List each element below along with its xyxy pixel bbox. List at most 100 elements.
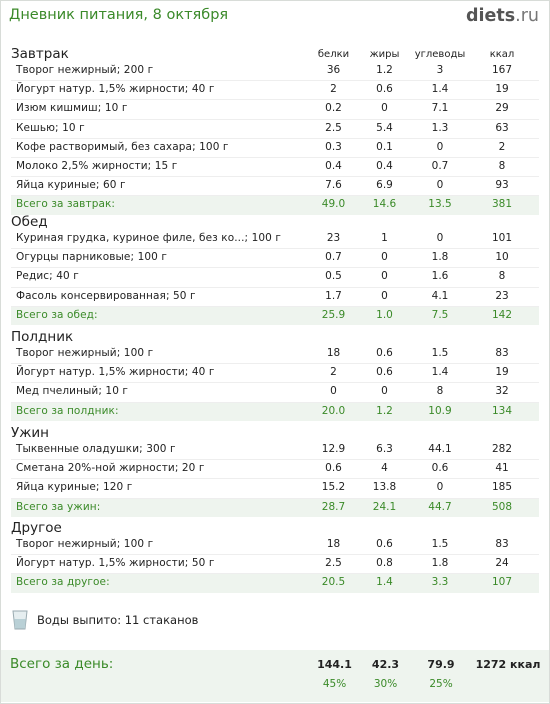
food-row[interactable]: Тыквенные оладушки; 300 г 12.9 6.3 44.1 282 (11, 441, 539, 461)
value-carbs: 1.4 (431, 83, 449, 96)
value-carbs: 0 (436, 481, 444, 494)
food-row[interactable]: Огурцы парниковые; 100 г 0.7 0 1.8 10 (11, 249, 539, 269)
value-carbs: 3 (436, 64, 444, 76)
value-carbs: 7.1 (431, 102, 449, 115)
food-name: Молоко 2,5% жирности; 15 г (16, 159, 178, 172)
value-fat: 6.3 (376, 443, 393, 455)
value-kcal: 83 (495, 347, 509, 359)
food-name: Куриная грудка, куриное филе, без ко...;… (16, 232, 282, 244)
total-label: Всего за другое: (16, 576, 110, 589)
value-kcal: 508 (491, 500, 513, 513)
food-row[interactable]: Творог нежирный; 200 г 36 1.2 3 167 (11, 62, 539, 82)
value-kcal: 2 (498, 140, 506, 153)
food-row[interactable]: Фасоль консервированная; 50 г 1.7 0 4.1 23 (11, 288, 539, 307)
food-row[interactable]: Сметана 20%-ной жирности; 20 г 0.6 4 0.6 41 (11, 460, 539, 480)
food-row[interactable]: Йогурт натур. 1,5% жирности; 50 г 2.5 0.8 1… (11, 555, 539, 575)
food-row[interactable]: Йогурт натур. 1,5% жирности; 40 г 2 0.6 1.4… (11, 364, 539, 384)
food-row[interactable]: Редис; 40 г 0.5 0 1.6 8 (11, 268, 539, 288)
value-kcal: 142 (491, 308, 513, 321)
value-fat: 0 (381, 270, 388, 283)
value-fat: 1.2 (376, 404, 393, 417)
food-row[interactable]: Творог нежирный; 100 г 18 0.6 1.5 83 (11, 536, 539, 556)
value-protein: 0.3 (325, 140, 342, 153)
logo-main: diets (465, 6, 516, 26)
food-name: Творог нежирный; 100 г (16, 538, 154, 550)
section-header: Ужин (0, 423, 550, 441)
column-header-protein: белки (317, 49, 350, 60)
value-protein: 2 (330, 366, 337, 379)
food-name: Яйца куриные; 60 г (16, 179, 126, 192)
food-name: Яйца куриные; 120 г (16, 481, 133, 494)
value-protein: 1.7 (325, 289, 342, 302)
value-protein: 2.5 (325, 557, 342, 570)
value-protein: 0 (330, 385, 337, 398)
value-kcal: 83 (495, 538, 509, 550)
site-logo[interactable]: diets.ru (466, 6, 539, 26)
section-header: Завтрак белки жиры углеводы ккал (0, 44, 550, 62)
food-row[interactable]: Изюм кишмиш; 10 г 0.2 0 7.1 29 (11, 100, 539, 120)
value-kcal: 19 (495, 83, 509, 96)
logo-tld: .ru (515, 6, 539, 26)
food-row[interactable]: Молоко 2,5% жирности; 15 г 0.4 0.4 0.7 8 (11, 158, 539, 178)
section-title: Другое (11, 520, 62, 536)
value-protein: 0.7 (325, 251, 342, 264)
value-carbs: 7.5 (431, 308, 449, 321)
page-header: Дневник питания, 8 октября diets.ru (9, 6, 539, 29)
value-carbs: 10.9 (428, 404, 452, 417)
food-name: Фасоль консервированная; 50 г (16, 289, 196, 302)
value-kcal: 282 (491, 443, 513, 455)
food-row[interactable]: Йогурт натур. 1,5% жирности; 40 г 2 0.6 1.4… (11, 81, 539, 101)
value-fat: 0 (381, 102, 388, 115)
value-kcal: 29 (495, 102, 509, 115)
water-glass-icon (12, 610, 28, 630)
section-header: Полдник (0, 327, 550, 345)
value-fat: 5.4 (376, 121, 393, 134)
total-label: Всего за ужин: (16, 500, 101, 513)
value-fat: 0.4 (376, 159, 393, 172)
value-fat: 24.1 (372, 500, 397, 513)
value-fat: 0 (381, 385, 388, 398)
food-row[interactable]: Кешью; 10 г 2.5 5.4 1.3 63 (11, 120, 539, 139)
value-carbs: 0.6 (431, 462, 449, 475)
value-fat: 0.8 (376, 557, 393, 570)
value-kcal: 23 (495, 289, 509, 302)
value-carbs: 1.4 (431, 366, 449, 379)
value-protein: 25.9 (321, 308, 346, 321)
value-fat: 1.0 (376, 308, 393, 321)
food-row[interactable]: Творог нежирный; 100 г 18 0.6 1.5 83 (11, 345, 539, 365)
section-total-row: Всего за ужин: 28.7 24.1 44.7 508 (11, 498, 539, 517)
section-title: Завтрак (11, 46, 69, 62)
value-kcal: 19 (495, 366, 509, 379)
food-name: Редис; 40 г (16, 270, 79, 283)
day-kcal: 1272 ккал (475, 658, 541, 671)
value-protein: 2.5 (325, 121, 342, 134)
value-protein: 2 (330, 83, 337, 96)
value-carbs: 3.3 (431, 576, 449, 589)
value-protein: 15.2 (321, 481, 346, 494)
value-kcal: 185 (491, 481, 513, 494)
value-fat: 0 (381, 289, 388, 302)
day-carbs: 79.9 (427, 658, 455, 671)
food-name: Кешью; 10 г (16, 121, 85, 134)
section-total-row: Всего за обед: 25.9 1.0 7.5 142 (11, 306, 539, 325)
food-row[interactable]: Яйца куриные; 120 г 15.2 13.8 0 185 (11, 479, 539, 499)
food-row[interactable]: Мед пчелиный; 10 г 0 0 8 32 (11, 383, 539, 403)
food-row[interactable]: Яйца куриные; 60 г 7.6 6.9 0 93 (11, 177, 539, 197)
food-row[interactable]: Кофе растворимый, без сахара; 100 г 0.3 0.… (11, 139, 539, 158)
value-carbs: 13.5 (428, 198, 452, 211)
meal-section: Ужин Тыквенные оладушки; 300 г 12.9 6.3 44.1… (0, 423, 550, 517)
value-carbs: 0 (436, 232, 444, 244)
value-fat: 0 (381, 251, 388, 264)
value-fat: 0.6 (376, 347, 393, 359)
value-fat: 1.2 (376, 64, 393, 76)
food-name: Мед пчелиный; 10 г (16, 385, 129, 398)
value-kcal: 10 (495, 251, 509, 264)
value-fat: 4 (381, 462, 388, 475)
total-label: Всего за полдник: (16, 404, 119, 417)
column-header-carbs: углеводы (414, 49, 466, 60)
value-kcal: 101 (491, 232, 513, 244)
food-row[interactable]: Куриная грудка, куриное филе, без ко...;… (11, 230, 539, 250)
value-protein: 18 (326, 538, 341, 550)
value-carbs: 4.1 (431, 289, 449, 302)
section-total-row: Всего за завтрак: 49.0 14.6 13.5 381 (11, 196, 539, 215)
